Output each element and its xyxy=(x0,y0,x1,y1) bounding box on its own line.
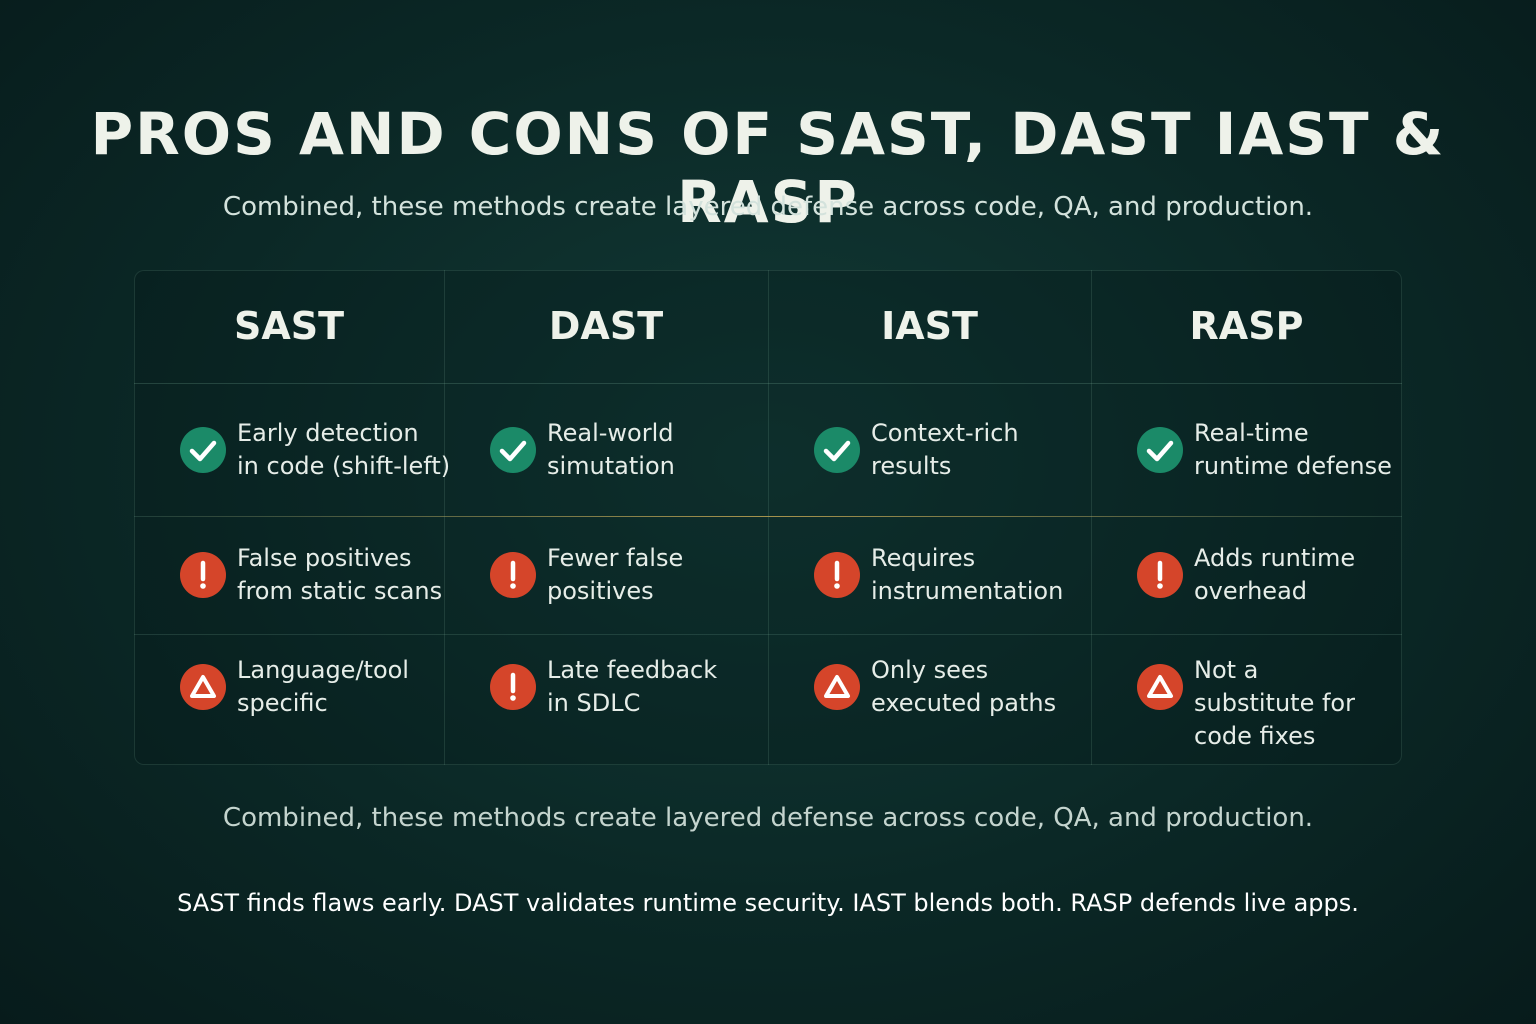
status-icon xyxy=(179,663,227,711)
divider xyxy=(768,270,769,765)
divider xyxy=(134,516,1402,517)
title: PROS AND CONS OF SAST, DAST IAST & RASP xyxy=(90,100,1446,236)
cell-text: in code (shift-left) xyxy=(237,451,451,480)
divider xyxy=(134,383,1402,384)
cell-text: specific xyxy=(237,689,328,717)
footer-note: Combined, these methods create layered d… xyxy=(222,803,1314,833)
cell-text: False positives xyxy=(237,544,412,572)
cell-text: simutation xyxy=(547,451,675,480)
cell-text: substitute for xyxy=(1194,689,1355,717)
column-header: IAST xyxy=(881,304,978,348)
cell-text: positives xyxy=(547,577,654,605)
cell-text: Requires xyxy=(871,544,976,572)
status-icon xyxy=(1136,663,1184,711)
cell-text: Early detection xyxy=(237,418,419,447)
cell-text: Real-world xyxy=(547,418,674,447)
column-header: SAST xyxy=(233,304,345,348)
column-header: RASP xyxy=(1189,304,1304,348)
divider xyxy=(444,270,445,765)
status-icon xyxy=(489,426,537,474)
status-icon xyxy=(813,551,861,599)
cell-text: Only sees xyxy=(871,656,989,684)
status-icon xyxy=(813,663,861,711)
cell-text: overhead xyxy=(1194,577,1308,605)
cell-text: Language/tool xyxy=(237,656,409,684)
cell-text: Late feedback xyxy=(547,656,718,684)
cell-text: Fewer false xyxy=(547,544,684,572)
divider xyxy=(1091,270,1092,765)
status-icon xyxy=(489,663,537,711)
cell-text: in SDLC xyxy=(547,689,641,717)
cell-text: instrumentation xyxy=(871,577,1064,605)
status-icon xyxy=(179,426,227,474)
cell-text: from static scans xyxy=(237,577,443,605)
cell-text: Context-rich xyxy=(871,418,1019,447)
divider xyxy=(134,634,1402,635)
cell-text: Not a xyxy=(1194,656,1259,684)
subtitle: Combined, these methods create layered d… xyxy=(222,192,1314,222)
cell-text: code fixes xyxy=(1194,722,1316,750)
status-icon xyxy=(1136,551,1184,599)
status-icon xyxy=(1136,426,1184,474)
status-icon xyxy=(179,551,227,599)
table xyxy=(134,270,1402,765)
cell-text: Real-time xyxy=(1194,418,1309,447)
column-header: DAST xyxy=(548,304,664,348)
cell-text: executed paths xyxy=(871,689,1057,717)
footer-summary: SAST finds flaws early. DAST validates r… xyxy=(177,889,1359,917)
cell-text: results xyxy=(871,451,952,480)
cell-text: Adds runtime xyxy=(1194,544,1356,572)
status-icon xyxy=(489,551,537,599)
cell-text: runtime defense xyxy=(1194,451,1392,480)
status-icon xyxy=(813,426,861,474)
